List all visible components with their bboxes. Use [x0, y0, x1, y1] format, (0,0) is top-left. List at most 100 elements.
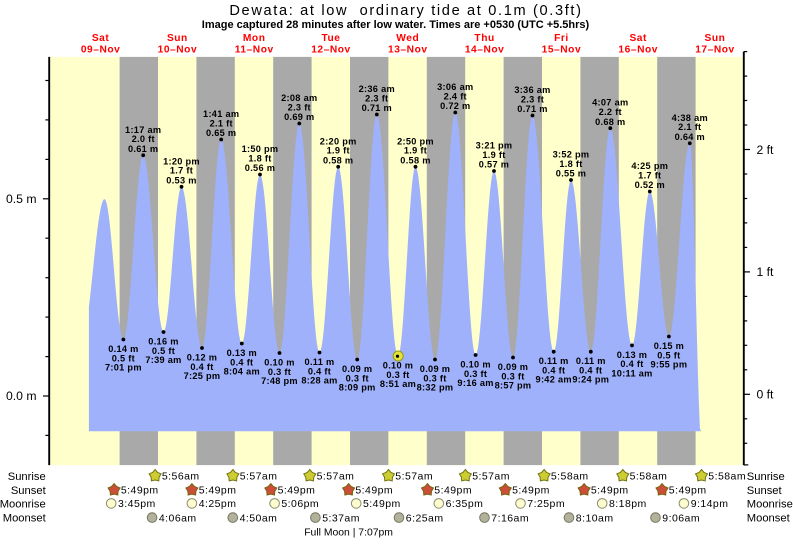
svg-text:5:57am: 5:57am — [240, 471, 278, 483]
svg-text:14–Nov: 14–Nov — [465, 45, 505, 56]
svg-text:0.57 m: 0.57 m — [479, 160, 509, 170]
svg-text:5:58am: 5:58am — [708, 471, 746, 483]
svg-text:13–Nov: 13–Nov — [388, 45, 428, 56]
svg-text:0.4 ft: 0.4 ft — [620, 359, 643, 369]
svg-text:3:36 am: 3:36 am — [514, 85, 550, 95]
svg-text:6:25am: 6:25am — [406, 512, 444, 524]
svg-text:2:20 pm: 2:20 pm — [320, 136, 357, 146]
svg-text:12–Nov: 12–Nov — [311, 45, 351, 56]
svg-text:0.3 ft: 0.3 ft — [268, 367, 291, 377]
svg-text:5:49pm: 5:49pm — [434, 485, 472, 497]
svg-text:10–Nov: 10–Nov — [158, 45, 198, 56]
svg-text:0.71 m: 0.71 m — [362, 103, 392, 113]
svg-text:9:14pm: 9:14pm — [691, 498, 729, 510]
svg-text:5:06pm: 5:06pm — [281, 498, 319, 510]
svg-text:0.65 m: 0.65 m — [206, 128, 236, 138]
svg-text:2:08 am: 2:08 am — [281, 93, 317, 103]
svg-text:2.4 ft: 2.4 ft — [444, 91, 467, 101]
svg-text:Image captured 28 minutes afte: Image captured 28 minutes after low wate… — [202, 19, 590, 31]
svg-text:6:35pm: 6:35pm — [446, 498, 484, 510]
svg-text:0.10 m: 0.10 m — [383, 361, 413, 371]
svg-text:8:10am: 8:10am — [576, 512, 614, 524]
svg-text:2.1 ft: 2.1 ft — [678, 122, 701, 132]
svg-text:1:41 am: 1:41 am — [203, 109, 239, 119]
svg-text:Sun: Sun — [167, 33, 188, 44]
svg-text:0.53 m: 0.53 m — [166, 175, 196, 185]
svg-text:0.52 m: 0.52 m — [635, 180, 665, 190]
svg-text:1.8 ft: 1.8 ft — [248, 153, 271, 163]
svg-text:0.4 ft: 0.4 ft — [190, 362, 213, 372]
svg-text:0.09 m: 0.09 m — [498, 362, 528, 372]
svg-text:0.16 m: 0.16 m — [148, 337, 178, 347]
svg-text:2.3 ft: 2.3 ft — [521, 94, 544, 104]
svg-text:5:37am: 5:37am — [322, 512, 360, 524]
svg-text:5:56am: 5:56am — [162, 471, 200, 483]
svg-text:Moonrise: Moonrise — [747, 498, 793, 510]
svg-text:2.2 ft: 2.2 ft — [599, 107, 622, 117]
svg-text:1:50 pm: 1:50 pm — [242, 144, 279, 154]
svg-text:2.3 ft: 2.3 ft — [288, 102, 311, 112]
svg-text:1.9 ft: 1.9 ft — [482, 150, 505, 160]
svg-text:8:51 am: 8:51 am — [380, 379, 416, 389]
svg-text:0.5 m: 0.5 m — [6, 192, 36, 206]
svg-text:0.71 m: 0.71 m — [517, 104, 547, 114]
svg-text:0.5 ft: 0.5 ft — [657, 350, 680, 360]
svg-text:0.3 ft: 0.3 ft — [464, 369, 487, 379]
svg-text:0.09 m: 0.09 m — [420, 364, 450, 374]
svg-text:0 ft: 0 ft — [757, 388, 775, 402]
svg-text:Fri: Fri — [554, 33, 569, 44]
svg-text:5:57am: 5:57am — [317, 471, 355, 483]
svg-text:0.15 m: 0.15 m — [654, 341, 684, 351]
svg-text:Sunrise: Sunrise — [747, 471, 785, 483]
svg-text:2:36 am: 2:36 am — [359, 84, 395, 94]
svg-text:2 ft: 2 ft — [757, 143, 775, 157]
svg-text:3:45pm: 3:45pm — [118, 498, 156, 510]
svg-text:3:52 pm: 3:52 pm — [553, 150, 590, 160]
svg-text:Wed: Wed — [396, 33, 419, 44]
svg-text:4:06am: 4:06am — [159, 512, 197, 524]
svg-text:Thu: Thu — [474, 33, 494, 44]
svg-text:1 ft: 1 ft — [757, 265, 775, 279]
svg-text:9:55 pm: 9:55 pm — [650, 359, 687, 369]
svg-text:Mon: Mon — [243, 33, 266, 44]
svg-text:09–Nov: 09–Nov — [81, 45, 121, 56]
svg-text:Dewata: at low ordinary tide: Dewata: at low ordinary tide at 0.1m (0.… — [229, 3, 582, 19]
svg-text:2.0 ft: 2.0 ft — [132, 134, 155, 144]
svg-text:0.13 m: 0.13 m — [227, 348, 257, 358]
svg-text:0.3 ft: 0.3 ft — [423, 373, 446, 383]
svg-text:2.1 ft: 2.1 ft — [210, 118, 233, 128]
svg-text:5:49pm: 5:49pm — [278, 485, 316, 497]
svg-text:8:09 pm: 8:09 pm — [339, 382, 376, 392]
svg-text:0.58 m: 0.58 m — [323, 155, 353, 165]
svg-text:5:49pm: 5:49pm — [512, 485, 550, 497]
svg-text:5:49pm: 5:49pm — [121, 485, 159, 497]
svg-text:0.64 m: 0.64 m — [675, 132, 705, 142]
svg-text:0.13 m: 0.13 m — [617, 350, 647, 360]
svg-text:0.10 m: 0.10 m — [460, 360, 490, 370]
svg-text:0.4 ft: 0.4 ft — [579, 366, 602, 376]
svg-text:Sat: Sat — [629, 33, 647, 44]
svg-text:7:16am: 7:16am — [491, 512, 529, 524]
svg-text:2.3 ft: 2.3 ft — [365, 93, 388, 103]
svg-text:0.3 ft: 0.3 ft — [501, 371, 524, 381]
svg-text:0.3 ft: 0.3 ft — [386, 370, 409, 380]
svg-text:7:39 am: 7:39 am — [145, 355, 181, 365]
svg-text:0.5 ft: 0.5 ft — [112, 353, 135, 363]
svg-text:5:49pm: 5:49pm — [669, 485, 707, 497]
svg-text:5:58am: 5:58am — [551, 471, 589, 483]
svg-text:Moonset: Moonset — [747, 513, 791, 525]
svg-text:3:21 pm: 3:21 pm — [476, 141, 513, 151]
svg-text:1.8 ft: 1.8 ft — [559, 159, 582, 169]
svg-text:0.4 ft: 0.4 ft — [308, 366, 331, 376]
svg-text:8:32 pm: 8:32 pm — [417, 382, 454, 392]
svg-text:4:25pm: 4:25pm — [199, 498, 237, 510]
svg-text:10:11 am: 10:11 am — [611, 368, 652, 378]
svg-text:5:57am: 5:57am — [472, 471, 510, 483]
svg-text:0.3 ft: 0.3 ft — [346, 373, 369, 383]
svg-text:Sunset: Sunset — [747, 485, 783, 497]
svg-text:4:50am: 4:50am — [240, 512, 278, 524]
svg-text:9:42 am: 9:42 am — [536, 375, 572, 385]
svg-text:0.58 m: 0.58 m — [400, 155, 430, 165]
svg-text:1.9 ft: 1.9 ft — [327, 146, 350, 156]
svg-text:0.0 m: 0.0 m — [6, 389, 36, 403]
